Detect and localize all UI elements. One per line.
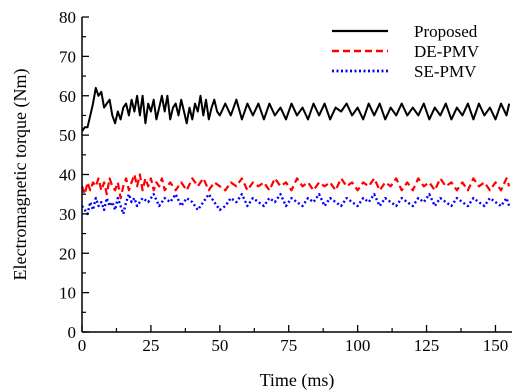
- y-tick-label: 60: [59, 87, 76, 106]
- y-tick-label: 10: [59, 284, 76, 303]
- y-axis-label: Electromagnetic torque (Nm): [10, 69, 31, 281]
- legend-label: SE-PMV: [414, 62, 477, 81]
- y-tick-label: 0: [68, 323, 77, 342]
- y-tick-label: 50: [59, 126, 76, 145]
- x-tick-label: 75: [280, 336, 297, 355]
- series-line-de-pmv: [80, 173, 511, 200]
- legend-label: Proposed: [414, 22, 478, 41]
- y-tick-label: 30: [59, 205, 76, 224]
- series-line-proposed: [81, 86, 511, 132]
- x-tick-label: 25: [142, 336, 159, 355]
- x-tick-label: 150: [483, 336, 509, 355]
- x-tick-label: 50: [211, 336, 228, 355]
- series-line-se-pmv: [81, 192, 511, 216]
- y-tick-label: 80: [59, 8, 76, 27]
- y-tick-label: 20: [59, 244, 76, 263]
- y-tick-label: 40: [59, 166, 76, 185]
- x-tick-label: 125: [414, 336, 440, 355]
- x-ticks: 0 25 50 75 100 125 150: [78, 325, 508, 355]
- x-tick-label: 100: [345, 336, 371, 355]
- axes: 0 25 50 75 100 125 150 0 10 20 30 40 50 60 70 80: [59, 8, 512, 355]
- y-tick-label: 70: [59, 47, 76, 66]
- legend-label: DE-PMV: [414, 42, 480, 61]
- y-ticks: 0 10 20 30 40 50 60 70 80: [59, 8, 89, 342]
- plot-series: [80, 86, 511, 216]
- x-tick-label: 0: [78, 336, 87, 355]
- x-axis-label: Time (ms): [260, 370, 335, 391]
